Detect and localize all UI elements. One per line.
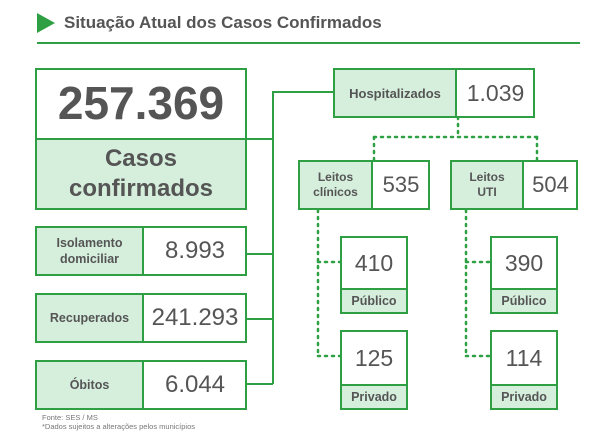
icu-beds-card: Leitos UTI 504 — [450, 160, 578, 210]
recovered-value: 241.293 — [151, 304, 239, 331]
home-isolation-label-line1: Isolamento — [56, 236, 123, 250]
home-isolation-label-line2: domiciliar — [59, 252, 120, 266]
icu-private-label: Privado — [492, 384, 556, 408]
clinical-private-card: 125 Privado — [340, 330, 408, 410]
clinical-private-value: 125 — [354, 344, 394, 371]
icu-public-label: Público — [492, 288, 556, 312]
home-isolation-value: 8.993 — [164, 237, 226, 264]
page-title: Situação Atual dos Casos Confirmados — [64, 13, 382, 32]
hospitalized-card: Hospitalizados 1.039 — [333, 68, 535, 118]
hospitalized-value: 1.039 — [466, 79, 525, 106]
home-isolation-label: Isolamento domiciliar — [37, 228, 144, 274]
total-cases-label-line2: confirmados — [68, 175, 214, 202]
deaths-card: Óbitos 6.044 — [35, 360, 247, 410]
clinical-private-label: Privado — [342, 384, 406, 408]
hospitalized-label: Hospitalizados — [335, 70, 457, 116]
clinical-beds-label-line1: Leitos — [317, 170, 354, 184]
icu-private-card: 114 Privado — [490, 330, 558, 410]
clinical-beds-label-line2: clínicos — [313, 185, 358, 199]
clinical-beds-value: 535 — [382, 172, 420, 197]
icu-beds-label: Leitos UTI — [452, 162, 524, 208]
home-isolation-card: Isolamento domiciliar 8.993 — [35, 226, 247, 276]
total-cases-label: Casos confirmados — [37, 138, 245, 208]
deaths-label: Óbitos — [37, 362, 144, 408]
clinical-public-card: 410 Público — [340, 236, 408, 314]
clinical-beds-label: Leitos clínicos — [300, 162, 373, 208]
deaths-value: 6.044 — [164, 371, 226, 398]
total-cases-value: 257.369 — [57, 77, 225, 129]
footer-source: Fonte: SES / MS — [42, 413, 98, 422]
icu-private-value: 114 — [505, 344, 543, 371]
header-divider — [37, 42, 580, 44]
icu-public-value: 390 — [504, 249, 544, 276]
clinical-beds-card: Leitos clínicos 535 — [298, 160, 430, 210]
total-cases-label-line1: Casos — [104, 145, 178, 172]
total-cases-card: 257.369 Casos confirmados — [35, 68, 247, 210]
footer-note: *Dados sujeitos a alterações pelos munic… — [42, 422, 195, 431]
icu-beds-label-line1: Leitos — [469, 170, 505, 184]
recovered-label: Recuperados — [37, 295, 144, 341]
recovered-card: Recuperados 241.293 — [35, 293, 247, 343]
icu-beds-value: 504 — [532, 172, 569, 197]
header-arrow-icon — [37, 13, 55, 33]
icu-beds-label-line2: UTI — [477, 185, 497, 199]
clinical-public-label: Público — [342, 288, 406, 312]
clinical-public-value: 410 — [354, 249, 394, 276]
icu-public-card: 390 Público — [490, 236, 558, 314]
